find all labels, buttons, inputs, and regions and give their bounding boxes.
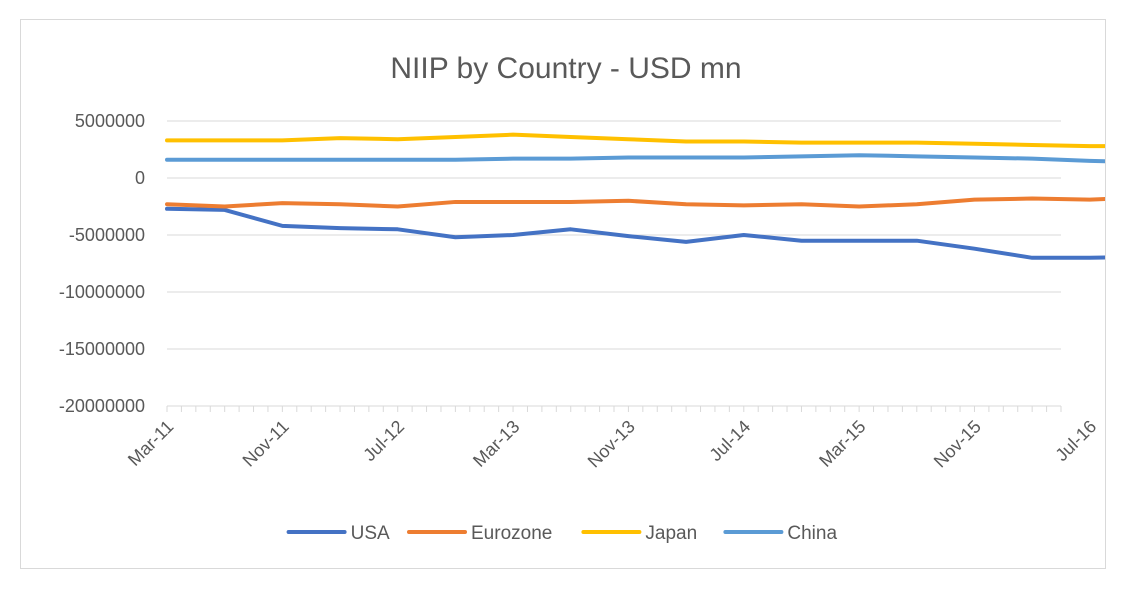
x-tick-label: Mar-15 xyxy=(815,416,869,470)
x-tick-label: Jul-14 xyxy=(705,416,754,465)
chart-area: NIIP by Country - USD mn 5000000 0 -500000… xyxy=(20,19,1106,569)
x-tick-label: Nov-11 xyxy=(239,416,293,470)
series-lines xyxy=(165,132,1105,260)
x-tick-label: Nov-13 xyxy=(584,416,639,471)
y-tick-label: 5000000 xyxy=(75,111,145,131)
x-tick-label: Jul-12 xyxy=(359,416,408,465)
x-tick-label: Mar-13 xyxy=(469,416,523,470)
x-tick-label: Jul-16 xyxy=(1051,416,1100,465)
y-tick-label: 0 xyxy=(135,168,145,188)
y-tick-label: -10000000 xyxy=(59,282,145,302)
y-tick-label: -15000000 xyxy=(59,339,145,359)
series-line-japan xyxy=(165,132,1105,149)
x-tick-label: Nov-15 xyxy=(930,416,985,471)
y-tick-label: -20000000 xyxy=(59,396,145,416)
chart-title: NIIP by Country - USD mn xyxy=(390,52,741,85)
series-line-usa xyxy=(165,206,1105,260)
line-chart: NIIP by Country - USD mn 5000000 0 -500000… xyxy=(59,52,1105,544)
series-line-china xyxy=(165,153,1105,164)
legend-label-usa: USA xyxy=(351,523,390,544)
legend-label-eurozone: Eurozone xyxy=(471,523,552,544)
axes: 5000000 0 -5000000 -10000000 -15000000 -20000… xyxy=(59,111,1100,471)
legend-label-china: China xyxy=(787,523,837,544)
x-tick-label: Mar-11 xyxy=(124,416,178,470)
legend-label-japan: Japan xyxy=(645,523,697,544)
legend: USA Eurozone Japan China xyxy=(286,523,837,544)
y-tick-label: -5000000 xyxy=(69,225,145,245)
series-line-eurozone xyxy=(165,196,1105,209)
